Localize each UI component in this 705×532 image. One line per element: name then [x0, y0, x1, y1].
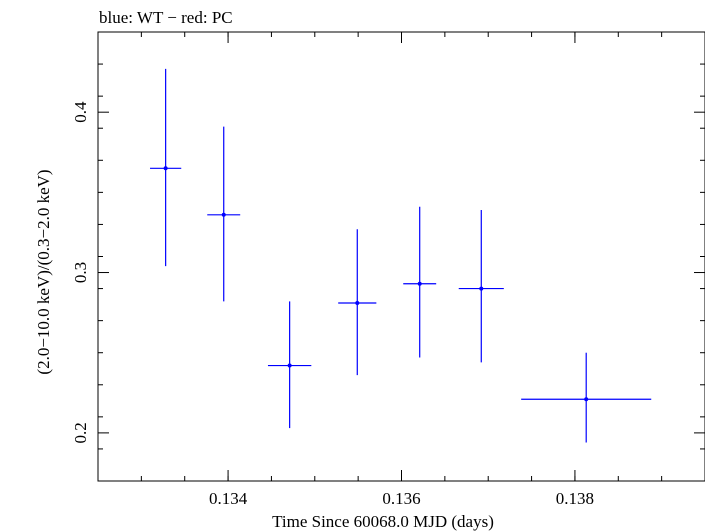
tick-labels: 0.134 0.136 0.138 0.2 0.3 0.4 — [71, 101, 594, 508]
data-marker — [417, 281, 422, 286]
data-point — [267, 301, 312, 429]
data-marker — [479, 286, 484, 291]
data-marker — [355, 301, 360, 306]
data-marker — [163, 166, 168, 171]
x-tick-label: 0.136 — [382, 489, 420, 508]
y-axis-label: (2.0−10.0 keV)/(0.3−2.0 keV) — [34, 169, 53, 374]
data-marker — [584, 397, 589, 402]
data-point — [338, 229, 377, 376]
data-points — [150, 68, 652, 443]
data-point — [403, 206, 437, 358]
data-point — [150, 68, 182, 267]
y-tick-label: 0.3 — [71, 262, 90, 283]
chart-title: blue: WT − red: PC — [99, 8, 233, 27]
data-point — [521, 352, 652, 443]
y-tick-label: 0.4 — [71, 101, 90, 123]
x-tick-label: 0.138 — [556, 489, 594, 508]
data-point — [207, 126, 241, 302]
y-tick-label: 0.2 — [71, 422, 90, 443]
x-axis-label: Time Since 60068.0 MJD (days) — [272, 512, 494, 531]
plot-frame — [97, 31, 705, 482]
axis-ticks — [97, 31, 705, 482]
data-marker — [287, 363, 292, 368]
data-point — [458, 209, 504, 363]
data-marker — [221, 212, 226, 217]
x-tick-label: 0.134 — [209, 489, 248, 508]
